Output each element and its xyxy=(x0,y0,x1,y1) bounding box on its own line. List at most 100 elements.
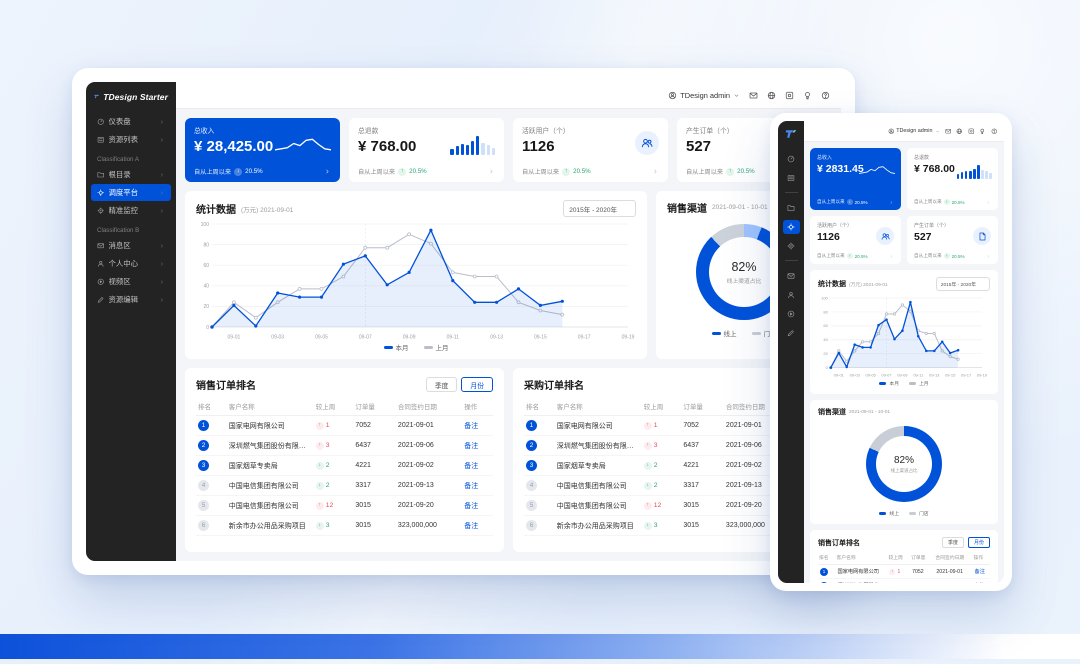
sidebar-item-resource-list[interactable] xyxy=(783,171,800,185)
svg-text:0: 0 xyxy=(206,325,209,331)
github-icon[interactable] xyxy=(785,91,794,100)
chevron-right-icon[interactable] xyxy=(652,168,659,175)
legend-marker xyxy=(751,331,761,335)
column-header: 客户名称 xyxy=(835,551,888,565)
rank-badge: 1 xyxy=(820,567,828,576)
sidebar-item-dispatch-platform[interactable]: 调度平台 xyxy=(91,184,171,201)
remark-link[interactable]: 备注 xyxy=(464,462,479,470)
remark-link[interactable]: 备注 xyxy=(464,442,479,450)
quarter-button[interactable]: 季度 xyxy=(941,537,964,548)
globe-icon[interactable] xyxy=(956,128,963,135)
chevron-right-icon[interactable] xyxy=(488,168,495,175)
sidebar-item-root-directory[interactable] xyxy=(783,201,800,215)
sidebar-item-message-area[interactable] xyxy=(783,269,800,283)
svg-text:09-11: 09-11 xyxy=(447,335,460,341)
donut-wrap: 82% 线上渠道占比 线上 门店 xyxy=(818,426,990,517)
table-header-row: 排名客户名称较上周订单量合同签约日期操作 xyxy=(818,551,990,565)
bulb-icon[interactable] xyxy=(803,91,812,100)
mail-icon xyxy=(787,272,795,280)
mobile-screen: TDesign admin 总收入 ¥ 2831.45 自从上周以来 ↓ 20.5% 总退… xyxy=(778,121,1004,583)
sidebar-item-dispatch-platform[interactable] xyxy=(782,219,800,234)
svg-text:09-19: 09-19 xyxy=(622,335,635,341)
customer-name: 中国电信集团有限公司 xyxy=(554,495,642,516)
sidebar-item-resource-edit[interactable] xyxy=(783,326,800,340)
mail-icon[interactable] xyxy=(944,128,952,135)
order-volume: 7052 xyxy=(681,415,724,436)
date-range-picker[interactable]: 2015年 - 2020年 xyxy=(563,200,636,217)
period-toggle: 季度 月份 xyxy=(425,377,493,392)
quarter-button[interactable]: 季度 xyxy=(425,377,458,392)
trend-cell-wrap: ↑3 xyxy=(641,435,682,456)
edit-icon xyxy=(787,329,795,337)
sidebar-item-video-area[interactable] xyxy=(783,307,800,321)
sidebar-item-resource-list[interactable]: 资源列表 xyxy=(91,131,171,148)
user-icon xyxy=(787,291,795,299)
remark-link[interactable]: 备注 xyxy=(464,502,479,510)
search-icon[interactable] xyxy=(811,128,818,135)
avatar-icon xyxy=(888,128,895,135)
chevron-right-icon[interactable] xyxy=(324,168,331,175)
help-icon[interactable] xyxy=(821,91,830,100)
svg-text:0: 0 xyxy=(826,365,829,370)
chevron-right-icon[interactable] xyxy=(986,254,991,259)
sidebar-item-personal-center[interactable] xyxy=(783,288,800,302)
column-header: 客户名称 xyxy=(226,397,314,416)
statistics-panel-header: 统计数据 (万元) 2021-09-01 2015年 - 2020年 xyxy=(196,200,636,217)
donut-center-value: 82% xyxy=(893,454,914,466)
avatar-icon xyxy=(668,91,677,100)
globe-icon[interactable] xyxy=(767,91,776,100)
spark-bar xyxy=(964,170,968,179)
week-trend: ↑ 12 xyxy=(315,501,333,510)
month-button[interactable]: 月份 xyxy=(967,537,990,548)
trend-up-icon: ↑ xyxy=(315,441,324,450)
week-trend: ↓ 2 xyxy=(315,461,329,470)
remark-link[interactable]: 备注 xyxy=(464,482,479,490)
dashboard-content: 总收入 ¥ 28,425.00 自从上周以来 ↓ 20.5% 总退款 ¥ 768.00 自从上… xyxy=(176,109,841,561)
desktop-screen: TDesign Starter 仪表盘 资源列表 Classification A 根… xyxy=(86,82,841,561)
bulb-icon[interactable] xyxy=(979,128,986,135)
action-cell: 备注 xyxy=(462,475,493,496)
tdesign-logo-icon xyxy=(785,128,797,140)
chevron-right-icon[interactable] xyxy=(986,200,991,205)
trend-up-icon: ↑ xyxy=(315,421,324,430)
mail-icon[interactable] xyxy=(749,91,758,100)
help-icon[interactable] xyxy=(991,128,998,135)
date-range-value: 2015年 - 2020年 xyxy=(940,282,976,288)
legend-marker xyxy=(879,382,887,385)
trend-cell-wrap: ↑ 1 xyxy=(641,415,682,436)
github-icon[interactable] xyxy=(968,128,975,135)
remark-link[interactable]: 备注 xyxy=(464,422,479,430)
sidebar-item-video-area[interactable]: 视频区 xyxy=(91,273,171,290)
chevron-right-icon[interactable] xyxy=(889,254,894,259)
contract-date: 2021-09-20 xyxy=(395,495,463,516)
remark-link[interactable]: 备注 xyxy=(464,522,479,530)
stat-card-active-users: 活跃用户（个） 1126 自从上周以来 ↑ 20.5% xyxy=(810,216,901,264)
sidebar-item-dashboard[interactable] xyxy=(783,152,800,166)
sidebar-item-resource-edit[interactable]: 资源编辑 xyxy=(91,291,171,308)
donut-center: 82% 线上渠道占比 xyxy=(709,237,779,307)
card-title: 总退款 xyxy=(358,128,379,135)
sidebar-item-dashboard[interactable]: 仪表盘 xyxy=(91,113,171,130)
remark-link[interactable]: 备注 xyxy=(974,569,985,575)
since-label: 自从上周以来 xyxy=(914,253,942,258)
charts-row: 统计数据 (万元) 2021-09-01 2015年 - 2020年 0 20 40… xyxy=(185,191,832,359)
trend-down-icon: ↓ xyxy=(315,521,324,530)
sidebar-item-precise-monitor[interactable]: 精准监控 xyxy=(91,202,171,219)
date-range-picker[interactable]: 2015年 - 2020年 xyxy=(935,277,990,291)
chevron-right-icon[interactable] xyxy=(889,200,894,205)
sidebar-item-message-area[interactable]: 消息区 xyxy=(91,237,171,254)
sidebar-item-root-directory[interactable]: 根目录 xyxy=(91,166,171,183)
mobile-window: TDesign admin 总收入 ¥ 2831.45 自从上周以来 ↓ 20.5% 总退… xyxy=(770,113,1012,591)
month-button[interactable]: 月份 xyxy=(461,377,493,392)
search-icon[interactable] xyxy=(187,90,197,100)
sidebar-item-precise-monitor[interactable] xyxy=(783,239,800,253)
user-menu[interactable]: TDesign admin xyxy=(668,91,740,100)
legend-label: 本月 xyxy=(395,345,409,352)
customer-name: 新余市办公用品采购项目 xyxy=(554,515,642,536)
sales-channel-donut: 82% 线上渠道占比 xyxy=(866,426,942,502)
statistics-panel: 统计数据 (万元) 2021-09-01 2015年 - 2020年 0 20 40… xyxy=(185,191,647,359)
sidebar-item-personal-center[interactable]: 个人中心 xyxy=(91,255,171,272)
rank-badge: 6 xyxy=(198,520,209,531)
menu-item-label: 视频区 xyxy=(108,277,131,286)
user-menu[interactable]: TDesign admin xyxy=(888,128,940,135)
